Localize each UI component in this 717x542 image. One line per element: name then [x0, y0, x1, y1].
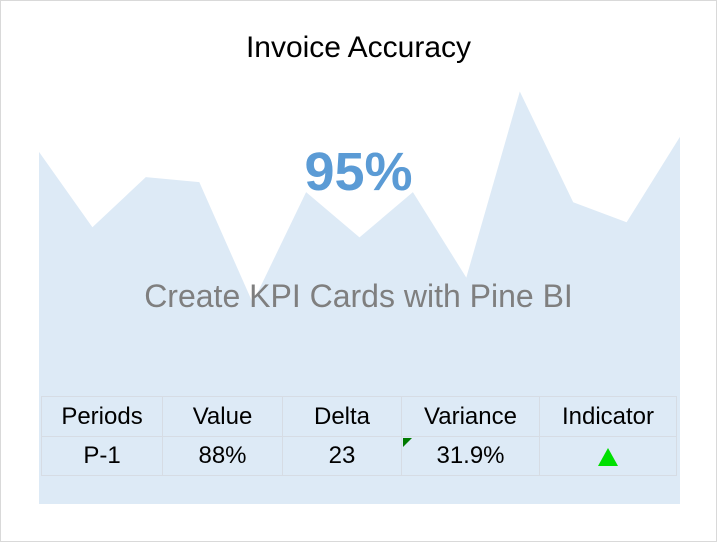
card-subtitle: Create KPI Cards with Pine BI — [144, 278, 573, 314]
header-periods: Periods — [41, 396, 163, 437]
table-row: P-1 88% 23 31.9% — [41, 436, 677, 476]
header-variance: Variance — [401, 396, 540, 437]
cell-variance-text: 31.9% — [436, 442, 505, 469]
kpi-value: 95% — [304, 142, 413, 202]
kpi-table: Periods Value Delta Variance Indicator P… — [41, 396, 677, 476]
table-header-row: Periods Value Delta Variance Indicator — [41, 396, 677, 437]
cell-note-flag-icon — [403, 438, 412, 447]
cell-period: P-1 — [41, 436, 163, 476]
header-delta: Delta — [282, 396, 402, 437]
cell-delta: 23 — [282, 436, 402, 476]
header-indicator: Indicator — [539, 396, 677, 437]
up-triangle-icon — [598, 447, 618, 466]
cell-variance: 31.9% — [401, 436, 540, 476]
card-title: Invoice Accuracy — [245, 31, 472, 64]
cell-indicator — [539, 436, 677, 476]
cell-value: 88% — [162, 436, 283, 476]
header-value: Value — [162, 396, 283, 437]
